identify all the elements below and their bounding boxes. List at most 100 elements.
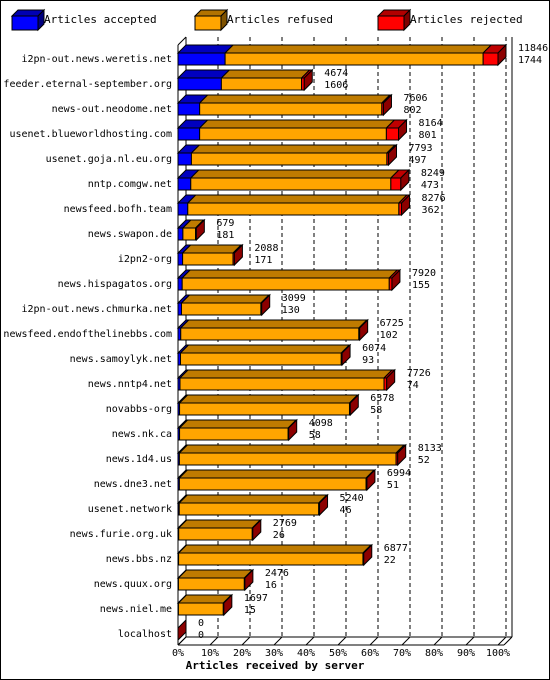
bar-top <box>177 594 233 604</box>
accepted-label: 15 <box>244 605 256 616</box>
total-label: 7920 <box>412 268 436 279</box>
bar-top <box>181 244 243 254</box>
bar <box>177 77 222 91</box>
bar <box>177 602 224 616</box>
bar-top <box>198 94 392 104</box>
tick-mark <box>497 636 507 646</box>
accepted-label: 155 <box>412 280 430 291</box>
accepted-label: 801 <box>419 130 437 141</box>
tick-mark <box>401 636 411 646</box>
bar <box>177 177 192 191</box>
bar <box>182 227 197 241</box>
total-label: 6877 <box>384 543 408 554</box>
tick-mark <box>465 636 475 646</box>
total-label: 8164 <box>419 118 443 129</box>
legend-label: Articles accepted <box>44 13 157 26</box>
total-label: 2769 <box>273 518 297 529</box>
y-tick-label: news.swapon.de <box>88 229 172 240</box>
bar-side <box>363 543 373 567</box>
y-tick-label: localhost <box>118 629 172 640</box>
bar <box>178 502 320 516</box>
bar <box>177 227 184 241</box>
y-tick-label: news.samoylyk.net <box>70 354 172 365</box>
y-tick-label: news.nntp4.net <box>88 379 172 390</box>
accepted-label: 181 <box>216 230 234 241</box>
bar-top <box>190 144 397 154</box>
bar <box>180 352 342 366</box>
y-tick-label: usenet.blueworldhosting.com <box>9 129 172 140</box>
bar-top <box>176 69 231 79</box>
x-tick-label: 70% <box>393 648 411 659</box>
total-label: 6378 <box>370 393 394 404</box>
bar-side <box>401 193 411 217</box>
legend-label: Articles refused <box>227 13 333 26</box>
bar <box>179 377 385 391</box>
accepted-label: 26 <box>273 530 285 541</box>
accepted-label: 1744 <box>518 55 542 66</box>
bar-top <box>179 319 369 329</box>
accepted-label: 16 <box>265 580 277 591</box>
tick-mark <box>209 636 219 646</box>
tick-mark <box>305 636 315 646</box>
bar <box>182 252 234 266</box>
bar <box>178 552 364 566</box>
bar-top <box>178 394 359 404</box>
y-tick-label: news.bbs.nz <box>106 554 172 565</box>
total-label: 5240 <box>340 493 364 504</box>
legend-swatch <box>377 15 405 31</box>
total-label: 7606 <box>403 93 427 104</box>
total-label: 7726 <box>407 368 431 379</box>
bar-side <box>386 368 396 392</box>
x-tick-label: 50% <box>329 648 347 659</box>
accepted-label: 93 <box>362 355 374 366</box>
bar-side <box>382 93 392 117</box>
bar-top <box>178 369 394 379</box>
top-axis <box>177 36 187 46</box>
bar-top <box>177 519 262 529</box>
accepted-label: 171 <box>254 255 272 266</box>
bar-side <box>303 68 313 92</box>
accepted-label: 74 <box>407 380 419 391</box>
bar-side <box>244 568 254 592</box>
accepted-label: 362 <box>422 205 440 216</box>
bar-side <box>341 343 351 367</box>
legend-label: Articles rejected <box>410 13 523 26</box>
y-tick-label: news-out.neodome.net <box>52 104 172 115</box>
bar-side <box>233 243 243 267</box>
tick-mark <box>273 636 283 646</box>
bar-top <box>180 269 399 279</box>
bar <box>482 52 499 66</box>
bar-side <box>288 418 298 442</box>
x-tick-label: 90% <box>457 648 475 659</box>
bar <box>390 177 402 191</box>
bar-top <box>186 194 409 204</box>
bar-side <box>388 143 398 167</box>
bar <box>177 102 201 116</box>
bar-side <box>261 293 271 317</box>
bar-top <box>176 44 235 54</box>
y-tick-label: i2pn-out.news.chmurka.net <box>21 304 172 315</box>
accepted-label: 51 <box>387 480 399 491</box>
total-label: 11846 <box>518 43 548 54</box>
bar <box>190 152 388 166</box>
tick-mark <box>177 636 187 646</box>
bar <box>177 127 201 141</box>
bar <box>178 477 367 491</box>
bar <box>180 327 360 341</box>
bar-side <box>391 268 401 292</box>
tick-mark <box>369 636 379 646</box>
bar-side <box>397 443 407 467</box>
bar-side <box>177 618 187 642</box>
accepted-label: 1606 <box>324 80 348 91</box>
bar <box>177 252 184 266</box>
total-label: 3099 <box>282 293 306 304</box>
bar <box>178 452 397 466</box>
bar-top <box>189 169 401 179</box>
bar-top <box>179 344 351 354</box>
accepted-label: 46 <box>340 505 352 516</box>
bar-side <box>359 318 369 342</box>
y-tick-label: news.dne3.net <box>94 479 172 490</box>
x-tick-label: 30% <box>265 648 283 659</box>
bar <box>177 302 183 316</box>
